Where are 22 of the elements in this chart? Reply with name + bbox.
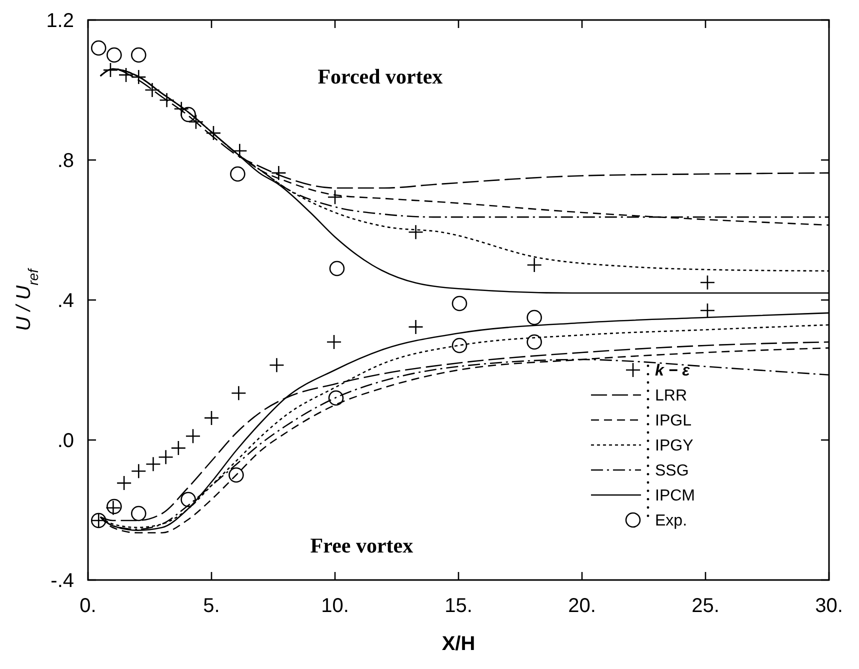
legend-label: SSG [655, 462, 689, 480]
legend-label: IPGY [655, 438, 694, 455]
y-tick-label: 1.2 [46, 10, 74, 32]
x-tick-label: 10. [321, 595, 349, 617]
x-axis-title: X/H [442, 633, 476, 655]
x-tick-label: 15. [444, 595, 472, 617]
y-tick-label: .0 [57, 430, 74, 452]
x-tick-label: 25. [692, 595, 720, 617]
y-tick-label: .8 [57, 150, 74, 172]
x-tick-label: 30. [815, 595, 843, 617]
legend-label: IPGL [655, 412, 692, 430]
x-tick-label: 5. [203, 595, 220, 617]
legend-label: IPCM [655, 488, 695, 505]
annotation: Free vortex [310, 533, 414, 558]
legend-label: Exp. [655, 512, 688, 530]
x-tick-label: 20. [568, 595, 596, 617]
x-tick-label: 0. [80, 595, 96, 617]
y-tick-label: -.4 [50, 570, 74, 592]
legend-label: LRR [655, 388, 688, 405]
annotation: Forced vortex [318, 64, 444, 88]
y-tick-label: .4 [57, 290, 74, 312]
legend-label: k − ε [655, 362, 690, 380]
